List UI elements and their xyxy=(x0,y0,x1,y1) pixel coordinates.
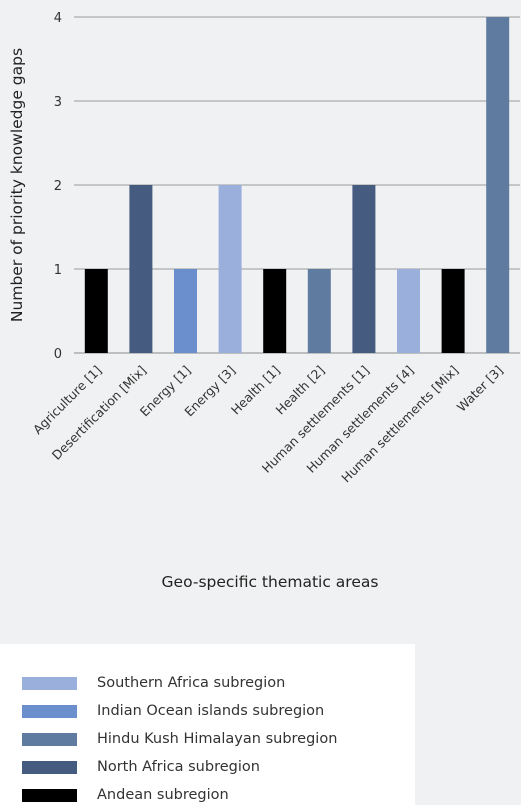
x-tick-label: Water [3] xyxy=(454,363,506,415)
legend-label: Andean subregion xyxy=(97,787,229,803)
y-tick-label: 2 xyxy=(54,179,62,194)
legend-label: Indian Ocean islands subregion xyxy=(97,703,325,719)
x-axis-title: Geo-specific thematic areas xyxy=(162,573,379,591)
y-tick-label: 1 xyxy=(54,263,62,278)
bar xyxy=(84,269,108,353)
bar xyxy=(441,269,465,353)
legend-label: North Africa subregion xyxy=(97,759,260,775)
legend-item: North Africa subregion xyxy=(22,757,260,777)
legend-swatch xyxy=(22,676,77,690)
legend-item: Andean subregion xyxy=(22,785,229,805)
legend-swatch xyxy=(22,704,77,718)
bar xyxy=(129,185,153,353)
legend-item: Hindu Kush Himalayan subregion xyxy=(22,729,337,749)
legend-label: Hindu Kush Himalayan subregion xyxy=(97,731,338,747)
bar xyxy=(218,185,242,353)
legend-label: Southern Africa subregion xyxy=(97,675,286,691)
legend: Southern Africa subregion Indian Ocean is… xyxy=(0,644,415,805)
y-tick-label: 4 xyxy=(54,11,62,26)
bar xyxy=(263,269,287,353)
legend-item: Indian Ocean islands subregion xyxy=(22,701,324,721)
legend-swatch xyxy=(22,788,77,802)
bar xyxy=(486,17,510,353)
legend-item: Southern Africa subregion xyxy=(22,673,285,693)
bar xyxy=(174,269,197,353)
bar xyxy=(307,269,331,353)
legend-swatch xyxy=(22,760,77,774)
legend-swatch xyxy=(22,732,77,746)
y-axis-title: Number of priority knowledge gaps xyxy=(8,48,26,322)
y-tick-label: 3 xyxy=(54,95,62,110)
y-tick-label: 0 xyxy=(54,347,62,362)
bar xyxy=(352,185,376,353)
bar xyxy=(397,269,420,353)
